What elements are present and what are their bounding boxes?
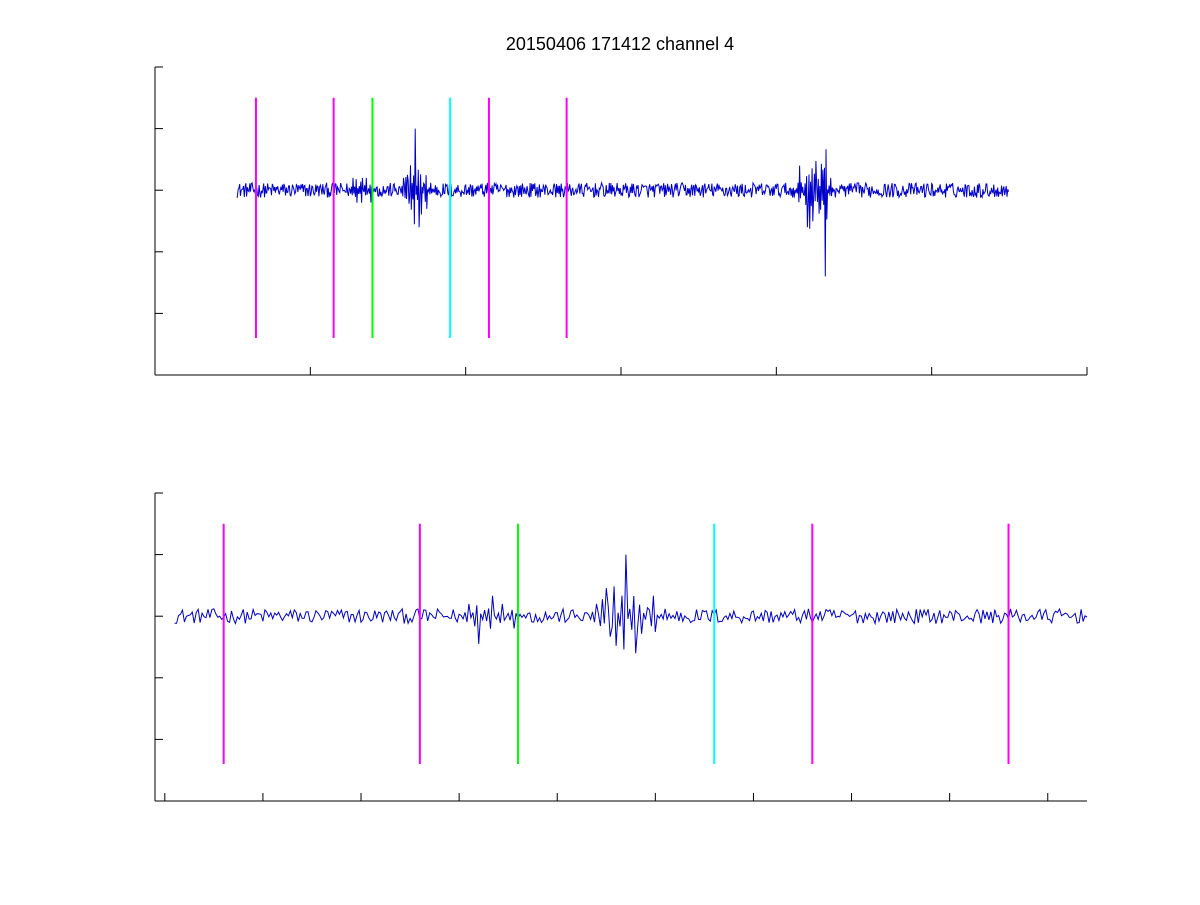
top-plot — [154, 66, 1088, 376]
signal-trace — [236, 128, 1010, 277]
signal-trace — [174, 554, 1088, 654]
figure-title: 20150406 171412 channel 4 — [506, 34, 734, 54]
bottom-plot — [154, 492, 1088, 802]
